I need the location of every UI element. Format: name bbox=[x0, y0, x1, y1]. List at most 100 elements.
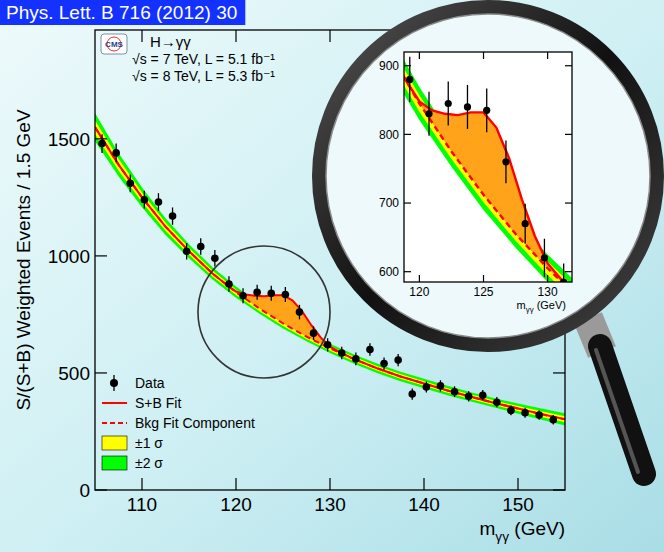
data-point bbox=[169, 212, 177, 220]
data-point bbox=[267, 290, 275, 298]
data-point bbox=[211, 254, 219, 262]
y-tick-label: 700 bbox=[379, 196, 399, 210]
data-point bbox=[239, 292, 247, 300]
x-tick bbox=[547, 275, 548, 282]
x-tick bbox=[423, 478, 424, 490]
label-part: m bbox=[480, 518, 496, 539]
y-tick bbox=[565, 65, 572, 66]
y-tick bbox=[404, 271, 411, 272]
y-tick bbox=[95, 372, 107, 373]
y-tick-label: 1000 bbox=[48, 246, 90, 267]
data-point bbox=[352, 355, 360, 363]
handle bbox=[600, 346, 644, 474]
x-tick bbox=[483, 275, 484, 282]
data-point bbox=[366, 346, 374, 354]
zoom-circle bbox=[198, 246, 330, 378]
x-tick-label: 130 bbox=[314, 494, 346, 515]
legend-symbol bbox=[102, 436, 127, 450]
data-point bbox=[483, 107, 490, 114]
y-tick-label: 500 bbox=[58, 363, 90, 384]
data-point bbox=[183, 247, 191, 255]
header: Phys. Lett. B 716 (2012) 30 bbox=[0, 0, 245, 25]
x-tick bbox=[419, 52, 420, 59]
x-tick-label: 130 bbox=[538, 285, 558, 299]
data-point bbox=[521, 409, 529, 417]
x-tick bbox=[483, 52, 484, 59]
plot-frame bbox=[404, 52, 572, 282]
legend-label: ±1 σ bbox=[135, 435, 163, 451]
x-tick bbox=[141, 478, 142, 490]
data-point bbox=[493, 398, 501, 406]
data-point bbox=[445, 100, 452, 107]
axes: 120125130600700800900 bbox=[379, 52, 572, 299]
label-part: (GeV) bbox=[534, 299, 566, 311]
y-tick bbox=[95, 255, 107, 256]
annotation: H→γγ bbox=[150, 33, 191, 50]
y-tick bbox=[553, 489, 565, 490]
x-tick bbox=[547, 52, 548, 59]
logo-text: CMS bbox=[105, 40, 123, 49]
y-tick bbox=[95, 489, 107, 490]
legend-symbol bbox=[102, 456, 127, 470]
data-point bbox=[112, 149, 120, 157]
legend-symbol bbox=[110, 379, 118, 387]
legend-label: S+B Fit bbox=[135, 395, 181, 411]
data-point bbox=[423, 383, 431, 391]
legend-label: ±2 σ bbox=[135, 455, 163, 471]
y-tick-label: 0 bbox=[79, 480, 90, 501]
data-point bbox=[406, 76, 413, 83]
annotation: √s = 7 TeV, L = 5.1 fb⁻¹ bbox=[132, 51, 275, 67]
data-point bbox=[225, 280, 233, 288]
cms-logo: CMS bbox=[101, 34, 127, 54]
legend-label: Data bbox=[135, 375, 165, 391]
x-tick-label: 150 bbox=[502, 494, 534, 515]
data-point bbox=[502, 158, 509, 165]
legend-symbol bbox=[102, 422, 127, 424]
data-point bbox=[451, 388, 459, 396]
label-subscript: γγ bbox=[526, 305, 534, 314]
data-point bbox=[425, 110, 432, 117]
logo-box bbox=[101, 34, 127, 54]
legend-label: Bkg Fit Component bbox=[135, 415, 255, 431]
label-part: m bbox=[517, 299, 526, 311]
y-tick-label: 600 bbox=[379, 265, 399, 279]
inset-x-title: mγγ (GeV) bbox=[517, 299, 566, 314]
x-tick-label: 125 bbox=[473, 285, 493, 299]
x-tick-label: 110 bbox=[127, 494, 157, 515]
label-part: (GeV) bbox=[509, 518, 565, 539]
annotation: √s = 8 TeV, L = 5.3 fb⁻¹ bbox=[132, 68, 275, 84]
y-tick bbox=[565, 271, 572, 272]
data-point bbox=[507, 407, 515, 415]
y-tick bbox=[404, 65, 411, 66]
data-point bbox=[98, 140, 106, 148]
data-point bbox=[296, 308, 304, 316]
y-tick bbox=[565, 202, 572, 203]
data-point bbox=[479, 391, 487, 399]
magnifier: 120125130600700800900mγγ (GeV) bbox=[227, 0, 664, 494]
header-title: Phys. Lett. B 716 (2012) 30 bbox=[6, 2, 237, 23]
data-point bbox=[541, 254, 548, 261]
data-point bbox=[394, 356, 402, 364]
x-tick-label: 120 bbox=[220, 494, 252, 515]
data-point bbox=[282, 291, 290, 299]
lens-ring bbox=[319, 7, 657, 345]
x-tick bbox=[517, 478, 518, 490]
x-tick bbox=[141, 30, 142, 42]
data-point bbox=[465, 393, 473, 401]
x-tick-label: 120 bbox=[409, 285, 429, 299]
legend: Data S+B Fit Bkg Fit Component ±1 σ ±2 σ bbox=[102, 375, 255, 471]
data-point bbox=[310, 329, 318, 337]
inset-plot-area bbox=[404, 52, 572, 282]
data-point bbox=[437, 382, 445, 390]
x-tick bbox=[329, 478, 330, 490]
data-point bbox=[324, 341, 332, 349]
data-point bbox=[522, 220, 529, 227]
x-axis-title: mγγ (GeV) bbox=[480, 518, 565, 544]
x-tick bbox=[235, 478, 236, 490]
y-tick bbox=[565, 134, 572, 135]
data-point bbox=[535, 411, 543, 419]
signal-area bbox=[404, 52, 572, 282]
sb-fit-line bbox=[404, 52, 572, 282]
data-point bbox=[141, 196, 149, 204]
y-tick bbox=[95, 138, 107, 139]
